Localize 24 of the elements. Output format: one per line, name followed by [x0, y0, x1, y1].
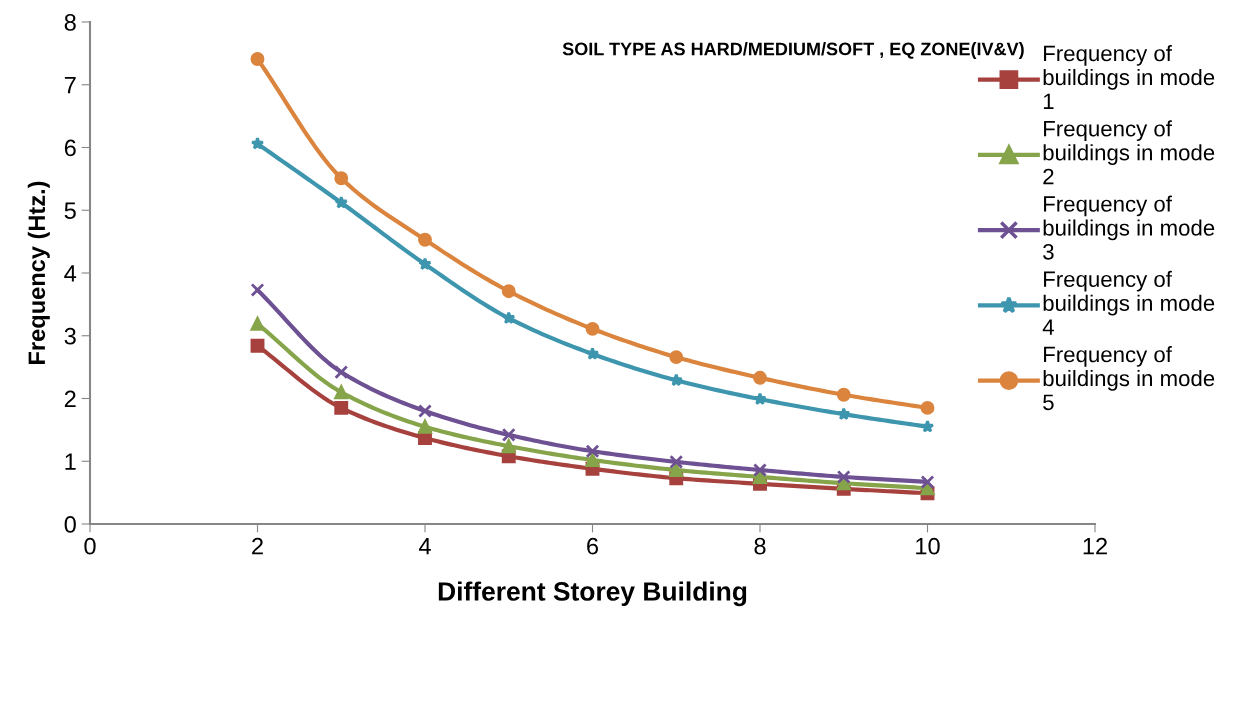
y-axis-title: Frequency (Htz.)	[27, 181, 50, 364]
x-tick-label: 10	[916, 537, 940, 555]
x-tick-label: 4	[418, 538, 431, 555]
x-axis-title: Different Storey Building	[438, 581, 747, 607]
y-tick-label: 4	[64, 265, 77, 282]
y-tick-label: 5	[64, 202, 76, 220]
x-tick-label: 12	[1083, 537, 1107, 555]
text: SOIL TYPE AS HARD/MEDIUM/SOFT , EQ ZONE(IV&V)	[562, 42, 1024, 59]
y-tick-label: 7	[64, 77, 76, 94]
legend-label: Frequency of buildings in mode 2	[1043, 120, 1215, 185]
y-tick-label: 0	[64, 516, 76, 533]
y-tick-label: 1	[65, 453, 76, 470]
x-tick-label: 8	[754, 537, 766, 555]
y-tick-label: 6	[64, 139, 76, 157]
y-tick-label: 3	[64, 327, 76, 345]
x-tick-label: 2	[252, 537, 263, 555]
x-tick-label: 0	[84, 537, 96, 555]
legend-label: Frequency of buildings in mode 3	[1043, 195, 1215, 260]
legend-label: Frequency of buildings in mode 1	[1043, 45, 1215, 109]
legend-label: Frequency of buildings in mode 5	[1043, 346, 1215, 411]
y-tick-label: 2	[64, 390, 76, 408]
legend-label: Frequency of buildings in mode 4	[1042, 270, 1215, 335]
y-tick-label: 8	[64, 14, 76, 31]
x-tick-label: 6	[587, 537, 599, 555]
